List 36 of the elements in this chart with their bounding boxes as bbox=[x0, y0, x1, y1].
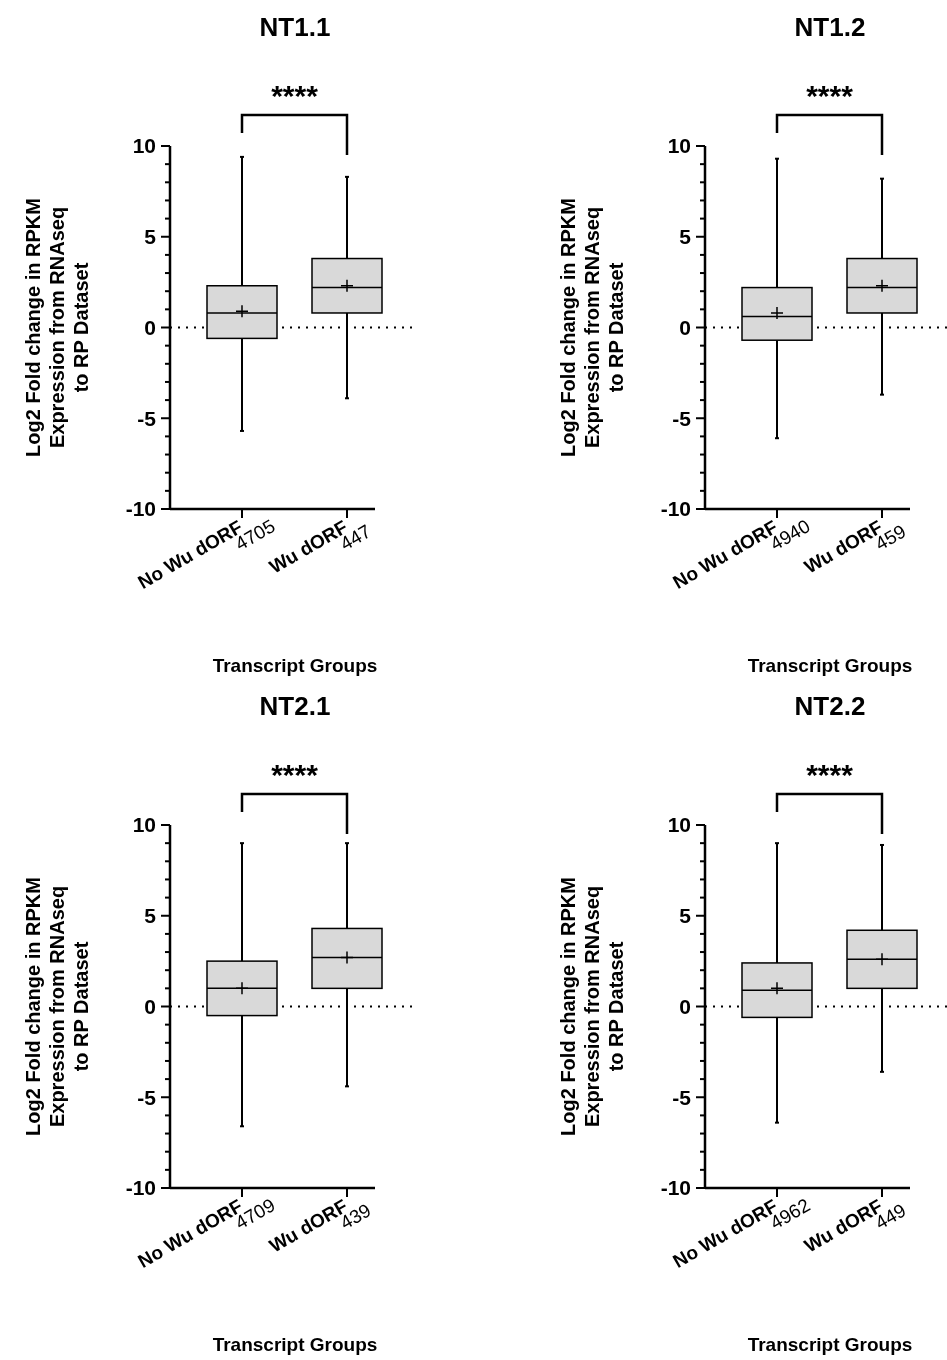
y-tick-label: 0 bbox=[144, 315, 156, 339]
y-tick-label: 5 bbox=[679, 225, 692, 249]
y-axis-title: Log2 Fold change in RPKM Expression from RNAseq to RP Dataset bbox=[22, 877, 92, 1136]
y-tick-label: -5 bbox=[137, 1085, 157, 1109]
y-tick-label: 0 bbox=[144, 994, 156, 1018]
y-tick-label: -5 bbox=[672, 406, 692, 430]
x-axis-title: Transcript Groups bbox=[212, 655, 378, 676]
chart-title: NT2.1 bbox=[259, 691, 331, 721]
y-tick-label: 10 bbox=[132, 813, 156, 837]
y-tick-label: 10 bbox=[667, 813, 691, 837]
y-tick-label: -10 bbox=[660, 497, 691, 521]
y-tick-label: -10 bbox=[125, 1176, 156, 1200]
y-axis-title: Log2 Fold change in RPKM Expression from RNAseq to RP Dataset bbox=[557, 198, 627, 457]
text: **** bbox=[806, 758, 854, 791]
chart-title: NT1.2 bbox=[794, 12, 866, 42]
y-tick-label: -10 bbox=[660, 1176, 691, 1200]
y-axis-title: Log2 Fold change in RPKM Expression from RNAseq to RP Dataset bbox=[557, 877, 627, 1136]
y-tick-label: 0 bbox=[679, 315, 691, 339]
y-axis-title: Log2 Fold change in RPKM Expression from RNAseq to RP Dataset bbox=[22, 198, 92, 457]
y-tick-label: -5 bbox=[672, 1085, 692, 1109]
x-axis-title: Transcript Groups bbox=[747, 655, 913, 676]
y-tick-label: -10 bbox=[125, 497, 156, 521]
text: **** bbox=[271, 758, 319, 791]
y-tick-label: -5 bbox=[137, 406, 157, 430]
y-tick-label: 5 bbox=[144, 225, 157, 249]
text: **** bbox=[806, 79, 854, 112]
x-axis-title: Transcript Groups bbox=[212, 1334, 378, 1355]
chart-title: NT2.2 bbox=[794, 691, 866, 721]
text: **** bbox=[271, 79, 319, 112]
chart-title: NT1.1 bbox=[259, 12, 331, 42]
y-tick-label: 10 bbox=[667, 134, 691, 158]
y-tick-label: 10 bbox=[132, 134, 156, 158]
x-axis-title: Transcript Groups bbox=[747, 1334, 913, 1355]
y-tick-label: 5 bbox=[679, 904, 692, 928]
y-tick-label: 5 bbox=[144, 904, 157, 928]
y-tick-label: 0 bbox=[679, 994, 691, 1018]
